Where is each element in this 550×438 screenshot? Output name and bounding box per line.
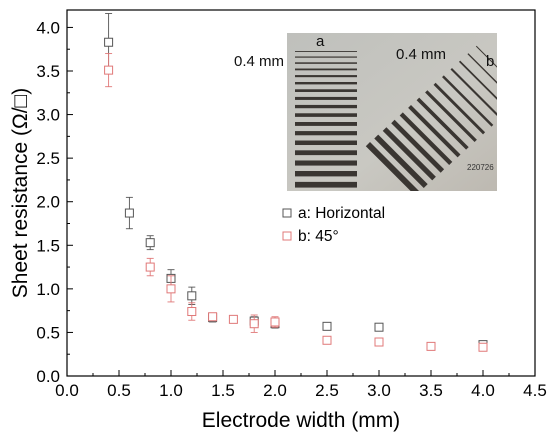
data-point <box>249 319 259 329</box>
electrode-stripe-diagonal <box>475 45 497 97</box>
x-tick-label: 0.5 <box>107 381 131 400</box>
electrode-stripe <box>295 140 357 146</box>
electrode-stripe-diagonal <box>382 127 436 181</box>
x-tick-label: 3.0 <box>367 381 391 400</box>
electrode-stripe <box>295 56 357 58</box>
data-point <box>124 208 134 218</box>
x-tick-label: 0.0 <box>55 381 79 400</box>
y-tick-label: 0.5 <box>36 323 60 342</box>
electrode-stripe-diagonal <box>365 142 420 191</box>
electrode-stripe <box>295 75 357 78</box>
series-45deg <box>104 53 488 352</box>
inset-spacing-b: 0.4 mm <box>396 46 446 63</box>
data-point <box>104 65 114 75</box>
y-axis: 0.0 0.5 1.0 1.5 2.0 2.5 3.0 3.5 4.0 <box>36 18 73 386</box>
y-tick-label: 1.5 <box>36 236 60 255</box>
electrode-stripe <box>295 104 357 109</box>
inset-photo: a 0.4 mm 0.4 mm b 220726 <box>234 33 497 191</box>
legend-label-horizontal: a: Horizontal <box>298 205 385 222</box>
electrode-stripe <box>295 62 357 64</box>
diagonal-electrodes-pattern <box>365 45 497 191</box>
electrode-stripe-diagonal <box>467 53 497 104</box>
data-point <box>187 307 197 317</box>
inset-label-a: a <box>316 33 325 50</box>
electrode-stripe <box>295 113 357 117</box>
electrode-stripe <box>295 82 357 85</box>
electrode-stripe-diagonal <box>433 82 486 135</box>
electrode-stripe <box>295 131 357 136</box>
electrode-stripe <box>295 51 357 52</box>
data-point <box>426 341 436 351</box>
inset-spacing-a: 0.4 mm <box>234 53 284 70</box>
inset-sample-id: 220726 <box>467 163 494 172</box>
electrode-stripe <box>295 160 357 166</box>
horizontal-electrodes-pattern <box>295 51 357 188</box>
data-point <box>104 37 114 47</box>
legend: a: Horizontal b: 45° <box>282 205 385 245</box>
electrode-stripe-diagonal <box>391 119 445 173</box>
data-point <box>270 317 280 327</box>
electrode-stripe-diagonal <box>416 97 469 150</box>
data-point <box>374 337 384 347</box>
data-point <box>478 342 488 352</box>
x-tick-label: 1.0 <box>159 381 183 400</box>
electrode-stripe <box>295 171 357 177</box>
electrode-stripe <box>295 68 357 71</box>
data-point <box>208 312 218 322</box>
electrode-stripe <box>295 122 357 126</box>
electrode-stripe-diagonal <box>442 75 494 127</box>
data-point <box>145 262 155 272</box>
x-tick-label: 2.0 <box>263 381 287 400</box>
x-tick-label: 4.0 <box>471 381 495 400</box>
electrode-stripe-diagonal <box>408 105 461 158</box>
electrode-stripe <box>295 150 357 156</box>
y-tick-label: 2.5 <box>36 149 60 168</box>
y-tick-label: 4.0 <box>36 18 60 37</box>
data-point <box>322 321 332 331</box>
x-axis: 0.0 0.5 1.0 1.5 2.0 2.5 3.0 3.5 4.0 4.5 <box>55 370 547 400</box>
data-point <box>145 238 155 248</box>
x-tick-label: 3.5 <box>419 381 443 400</box>
x-axis-title: Electrode width (mm) <box>202 409 400 432</box>
data-point <box>166 284 176 294</box>
data-point <box>322 335 332 345</box>
electrode-stripe <box>295 89 357 92</box>
electrode-stripe-diagonal <box>450 68 497 120</box>
electrode-stripe-diagonal <box>458 60 497 112</box>
electrode-stripe-diagonal <box>425 90 477 143</box>
electrode-stripe <box>295 181 357 188</box>
y-axis-title: Sheet resistance (Ω/□) <box>9 88 32 298</box>
legend-marker-45 <box>282 231 292 241</box>
legend-marker-horizontal <box>282 208 292 218</box>
y-tick-label: 3.0 <box>36 106 60 125</box>
data-point <box>228 314 238 324</box>
y-tick-label: 1.0 <box>36 280 60 299</box>
data-point <box>374 322 384 332</box>
data-point <box>187 291 197 301</box>
y-tick-label: 0.0 <box>36 367 60 386</box>
inset-label-b: b <box>486 53 494 70</box>
electrode-stripe-diagonal <box>374 134 428 189</box>
x-tick-label: 4.5 <box>523 381 547 400</box>
data-series <box>104 13 488 352</box>
electrode-stripe-diagonal <box>399 112 453 166</box>
x-tick-label: 1.5 <box>211 381 235 400</box>
legend-label-45: b: 45° <box>298 228 339 245</box>
y-tick-label: 2.0 <box>36 193 60 212</box>
x-tick-label: 2.5 <box>315 381 339 400</box>
y-tick-label: 3.5 <box>36 62 60 81</box>
electrode-stripe <box>295 96 357 100</box>
